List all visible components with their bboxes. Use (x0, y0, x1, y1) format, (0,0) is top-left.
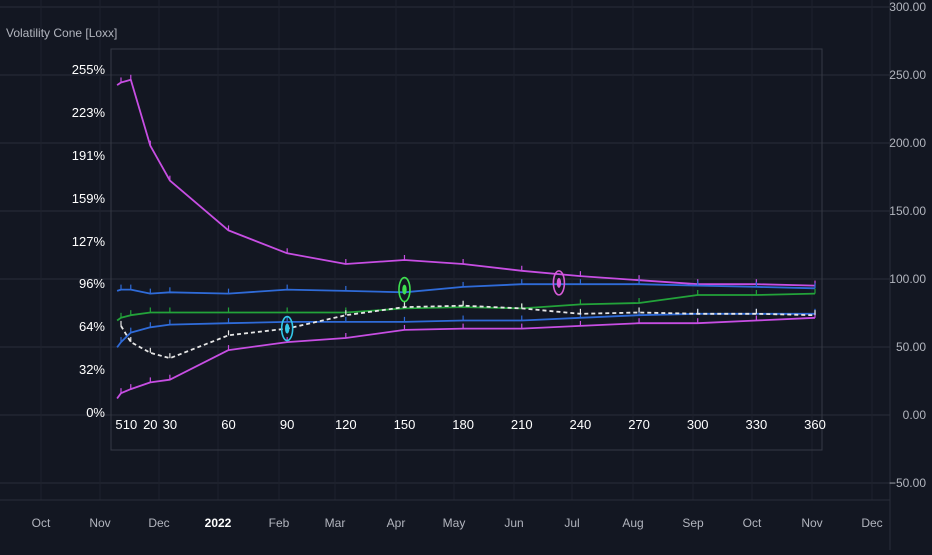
y-tick-labels: 255% 223% 191% 159% 127% 96% 64% 32% 0% (72, 62, 106, 420)
marker-marker_magenta (552, 270, 566, 296)
time-axis-label: Aug (622, 516, 643, 530)
x-tick-label: 120 (335, 417, 357, 432)
series-line-mean (116, 292, 816, 322)
series-line-max (116, 78, 816, 287)
x-tick-labels: 5 10 20 30 60 90 120 150 180 210 240 270 300 330 360 (115, 417, 825, 432)
x-tick-label: 360 (804, 417, 826, 432)
series-line-high (116, 283, 816, 295)
y-tick-label: 64% (79, 319, 105, 334)
time-axis-label: Feb (269, 516, 290, 530)
price-axis-label: 0.00 (903, 408, 927, 422)
marker-dot-marker_green (402, 284, 407, 295)
price-axis-label: 150.00 (889, 204, 926, 218)
price-axis-label: −50.00 (889, 476, 926, 490)
x-tick-label: 300 (687, 417, 709, 432)
time-axis-label: Dec (861, 516, 882, 530)
time-axis-label: Jun (504, 516, 523, 530)
series-lines (116, 74, 816, 400)
y-tick-label: 0% (86, 405, 105, 420)
time-axis-label: Sep (682, 516, 704, 530)
time-axis-label: Dec (148, 516, 169, 530)
y-tick-label: 223% (72, 105, 106, 120)
time-axis-label: Oct (743, 516, 762, 530)
series-line-current (120, 304, 816, 360)
price-axis-label: 50.00 (896, 340, 926, 354)
y-tick-label: 159% (72, 191, 106, 206)
x-tick-label: 210 (511, 417, 533, 432)
x-tick-label: 270 (628, 417, 650, 432)
y-tick-label: 127% (72, 234, 106, 249)
series-line-low (116, 312, 815, 348)
x-tick-label: 180 (452, 417, 474, 432)
y-tick-label: 255% (72, 62, 106, 77)
marker-dot-marker_magenta (556, 277, 562, 288)
marker-dot-marker_cyan (284, 323, 290, 334)
marker-marker_green (398, 276, 411, 303)
markers (280, 270, 566, 342)
x-tick-label: 30 (163, 417, 177, 432)
price-axis-label: 200.00 (889, 136, 926, 150)
x-tick-label: 5 (115, 417, 122, 432)
y-tick-label: 96% (79, 276, 105, 291)
indicator-title[interactable]: Volatility Cone [Loxx] (6, 26, 118, 40)
time-axis-label: Oct (32, 516, 51, 530)
grid-lines (0, 0, 891, 550)
x-tick-label: 150 (394, 417, 416, 432)
cone-panel (110, 48, 823, 451)
time-axis-label: Nov (89, 516, 110, 530)
price-axis[interactable]: 300.00 250.00 200.00 150.00 100.00 50.00 0.00 −… (889, 0, 926, 490)
time-axis[interactable]: Oct Nov Dec 2022 Feb Mar Apr May Jun Jul Aug Sep Oct… (32, 516, 883, 530)
x-tick-label: 20 (143, 417, 157, 432)
x-tick-label: 240 (570, 417, 592, 432)
time-axis-label: Mar (325, 516, 346, 530)
x-tick-label: 10 (123, 417, 137, 432)
price-axis-label: 250.00 (889, 68, 926, 82)
time-axis-label: Jul (564, 516, 579, 530)
price-axis-label: 100.00 (889, 272, 926, 286)
price-axis-label: 300.00 (889, 0, 926, 14)
y-tick-label: 32% (79, 362, 105, 377)
x-tick-label: 60 (221, 417, 235, 432)
time-axis-label: Apr (387, 516, 406, 530)
x-tick-label: 330 (746, 417, 768, 432)
time-axis-label: Nov (801, 516, 822, 530)
time-axis-label: May (443, 516, 466, 530)
time-axis-label: 2022 (205, 516, 232, 530)
marker-marker_cyan (280, 315, 294, 342)
x-tick-label: 90 (280, 417, 294, 432)
series-line-min (116, 316, 816, 400)
y-tick-label: 191% (72, 148, 106, 163)
